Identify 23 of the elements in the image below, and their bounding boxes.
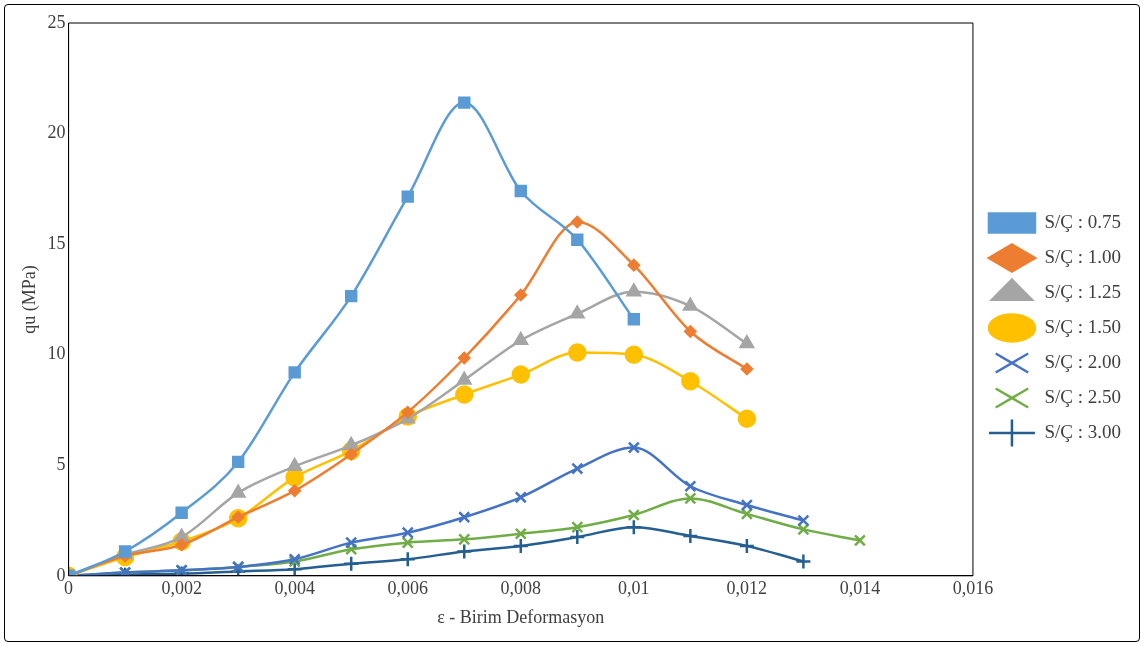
y-tick-label: 20: [47, 122, 66, 143]
y-tick-label: 5: [56, 453, 66, 474]
x-tick-label: 0,012: [726, 578, 768, 599]
y-tick-label: 0: [56, 564, 66, 585]
legend-label: S/Ç : 1.50: [1044, 315, 1122, 337]
x-tick-label: 0,01: [618, 578, 650, 599]
legend-label: S/Ç : 1.00: [1044, 245, 1122, 267]
x-tick-label: 0,004: [274, 578, 315, 599]
y-tick-label: 10: [47, 343, 66, 364]
x-tick-label: 0,016: [952, 578, 994, 599]
x-tick-label: 0,014: [839, 578, 881, 599]
y-axis-title: qu (MPa): [18, 265, 40, 334]
x-tick-label: 0,008: [500, 578, 542, 599]
legend-label: S/Ç : 3.00: [1044, 420, 1122, 442]
y-tick-label: 25: [47, 11, 66, 32]
x-tick-label: 0,006: [387, 578, 428, 599]
legend-label: S/Ç : 2.50: [1044, 385, 1122, 407]
x-axis-title: ε - Birim Deformasyon: [437, 606, 605, 627]
y-tick-label: 15: [47, 232, 66, 253]
legend-label: S/Ç : 1.25: [1044, 280, 1122, 302]
legend-label: S/Ç : 2.00: [1044, 350, 1122, 372]
legend-label: S/Ç : 0.75: [1044, 210, 1122, 232]
x-tick-label: 0,002: [161, 578, 202, 599]
